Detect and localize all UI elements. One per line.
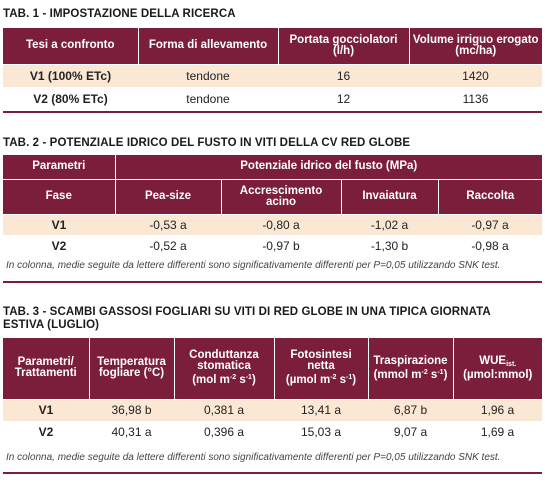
tab2-header-potenziale: Potenziale idrico del fusto (MPa) [115, 155, 542, 180]
tab3-cell: 6,87 b [368, 399, 453, 421]
tab2-header-accrescimento: Accrescimento acino [221, 179, 342, 215]
tab2-cell: V2 [3, 235, 115, 256]
tab3-cell: 15,03 a [274, 421, 368, 443]
tab1-header-row: Tesi a confronto Forma di allevamento Po… [3, 28, 542, 65]
tab3-header-conduttanza-close: ) [251, 374, 256, 387]
tab3-cell: 0,381 a [174, 399, 274, 421]
tab1-cell: V2 (80% ETc) [3, 87, 138, 110]
tab3-header-conduttanza: Conduttanza stomatica (mol m-2 s-1) [174, 338, 275, 400]
table-row: V2 40,31 a 0,396 a 15,03 a 9,07 a 1,69 a [3, 421, 542, 443]
tab2-cell: -0,97 b [221, 235, 341, 256]
tab3-header-parametri: Parametri/ Trattamenti [3, 338, 90, 400]
tab3-header-traspirazione-unit: (mmol m [373, 368, 422, 381]
tab3-header-wue: WUEist. (µmol:mmol) [453, 338, 542, 400]
tab1-cell: tendone [138, 64, 278, 87]
tab2-cell: -0,97 a [438, 214, 542, 235]
tab3-header-row: Parametri/ Trattamenti Temperatura fogli… [3, 338, 542, 400]
tab3-header-fotosintesi-exp1: -2 [330, 374, 337, 382]
tab2-header-row: Fase Pea-size Accrescimento acino Invaia… [3, 179, 542, 215]
tab2-cell: -0,98 a [438, 235, 542, 256]
tab3-header-fotosintesi-label: Fotosintesi netta [290, 349, 352, 373]
tab3-header-fotosintesi-close: ) [352, 374, 357, 387]
tab2-cell: -0,53 a [115, 214, 221, 235]
tab2-cell: -0,80 a [221, 214, 341, 235]
tab3-cell: 36,98 b [89, 399, 174, 421]
tab3-header-wue-label: WUE [479, 354, 507, 367]
tab3-header-traspirazione-label: Traspirazione [373, 354, 448, 367]
tab3-cell: 1,96 a [453, 399, 542, 421]
tab3-header-conduttanza-exp1: -2 [229, 374, 237, 382]
tab2-table: Parametri Potenziale idrico del fusto (M… [3, 155, 542, 256]
tab3-header-conduttanza-label: Conduttanza stomatica [189, 349, 259, 373]
tab1-cell: V1 (100% ETc) [3, 64, 138, 87]
tab2-cell: -0,52 a [115, 235, 221, 256]
tab3-bottom-rule [3, 472, 542, 474]
tab3-cell: V2 [3, 421, 89, 443]
tab3-title-line2: ESTIVA (LUGLIO) [3, 319, 100, 331]
table-row: V2 (80% ETc) tendone 12 1136 [3, 87, 542, 110]
tab2-header-fase: Fase [3, 179, 116, 215]
tab3-footnote: In colonna, medie seguite da lettere dif… [6, 452, 501, 463]
tab3-header-fotosintesi-unit-s: s [336, 374, 347, 387]
tab2-header-parametri: Parametri [3, 155, 116, 180]
tab2-footnote: In colonna, medie seguite da lettere dif… [6, 260, 501, 271]
tab2-title: TAB. 2 - POTENZIALE IDRICO DEL FUSTO IN … [3, 137, 411, 149]
tab3-table: Parametri/ Trattamenti Temperatura fogli… [3, 338, 542, 443]
tab2-header-pea-size: Pea-size [115, 179, 222, 215]
tab2-cell: -1,02 a [341, 214, 438, 235]
tab2-header-raccolta: Raccolta [438, 179, 542, 215]
tab3-header-conduttanza-exp2: -1 [245, 374, 252, 382]
tab1-title: TAB. 1 - IMPOSTAZIONE DELLA RICERCA [3, 8, 236, 20]
tab1-header-tesi: Tesi a confronto [3, 28, 139, 65]
tab3-header-conduttanza-unit: (mol m [192, 374, 230, 387]
table-row: V2 -0,52 a -0,97 b -1,30 b -0,98 a [3, 235, 542, 256]
tab3-cell: 40,31 a [89, 421, 174, 443]
tab1-header-forma: Forma di allevamento [138, 28, 279, 65]
tab3-header-fotosintesi: Fotosintesi netta (µmol m-2 s-1) [274, 338, 369, 400]
tab3-header-fotosintesi-exp2: -1 [346, 374, 353, 382]
tab1-header-portata: Portata gocciolatori (l/h) [278, 28, 410, 65]
tab3-cell: 0,396 a [174, 421, 274, 443]
tab3-header-traspirazione: Traspirazione (mmol m-2 s-1) [368, 338, 454, 400]
tab3-header-conduttanza-unit-s: s [236, 374, 246, 387]
tab1-cell: tendone [138, 87, 278, 110]
tab1-cell: 16 [278, 64, 409, 87]
table-row: V1 (100% ETc) tendone 16 1420 [3, 64, 542, 87]
tab2-cell: V1 [3, 214, 115, 235]
tab1-table: Tesi a confronto Forma di allevamento Po… [3, 28, 542, 110]
tab1-cell: 1420 [409, 64, 542, 87]
tab3-header-temperatura: Temperatura fogliare (°C) [89, 338, 175, 400]
tab3-header-traspirazione-unit-s: s [427, 368, 438, 381]
tab1-header-volume: Volume irriguo erogato (mc/ha) [409, 28, 542, 65]
tab3-cell: V1 [3, 399, 89, 421]
tab1-bottom-rule [3, 111, 542, 113]
tab3-title-line1: TAB. 3 - SCAMBI GASSOSI FOGLIARI SU VITI… [3, 306, 491, 318]
tab3-header-wue-sub: ist. [506, 360, 517, 368]
tab3-header-fotosintesi-unit: (µmol m [285, 374, 331, 387]
tab3-header-traspirazione-close: ) [443, 368, 448, 381]
tab2-group-header-row: Parametri Potenziale idrico del fusto (M… [3, 155, 542, 180]
tab3-header-traspirazione-exp1: -2 [421, 368, 428, 376]
tab2-header-invaiatura: Invaiatura [341, 179, 439, 215]
table-row: V1 36,98 b 0,381 a 13,41 a 6,87 b 1,96 a [3, 399, 542, 421]
table-row: V1 -0,53 a -0,80 a -1,02 a -0,97 a [3, 214, 542, 235]
tab3-cell: 1,69 a [453, 421, 542, 443]
tab3-cell: 13,41 a [274, 399, 368, 421]
tab2-cell: -1,30 b [341, 235, 438, 256]
tab3-header-wue-unit: (µmol:mmol) [463, 368, 533, 381]
tab2-bottom-rule [3, 281, 542, 283]
tab1-cell: 12 [278, 87, 409, 110]
tab3-header-traspirazione-exp2: -1 [437, 368, 444, 376]
tab1-cell: 1136 [409, 87, 542, 110]
tab3-cell: 9,07 a [368, 421, 453, 443]
